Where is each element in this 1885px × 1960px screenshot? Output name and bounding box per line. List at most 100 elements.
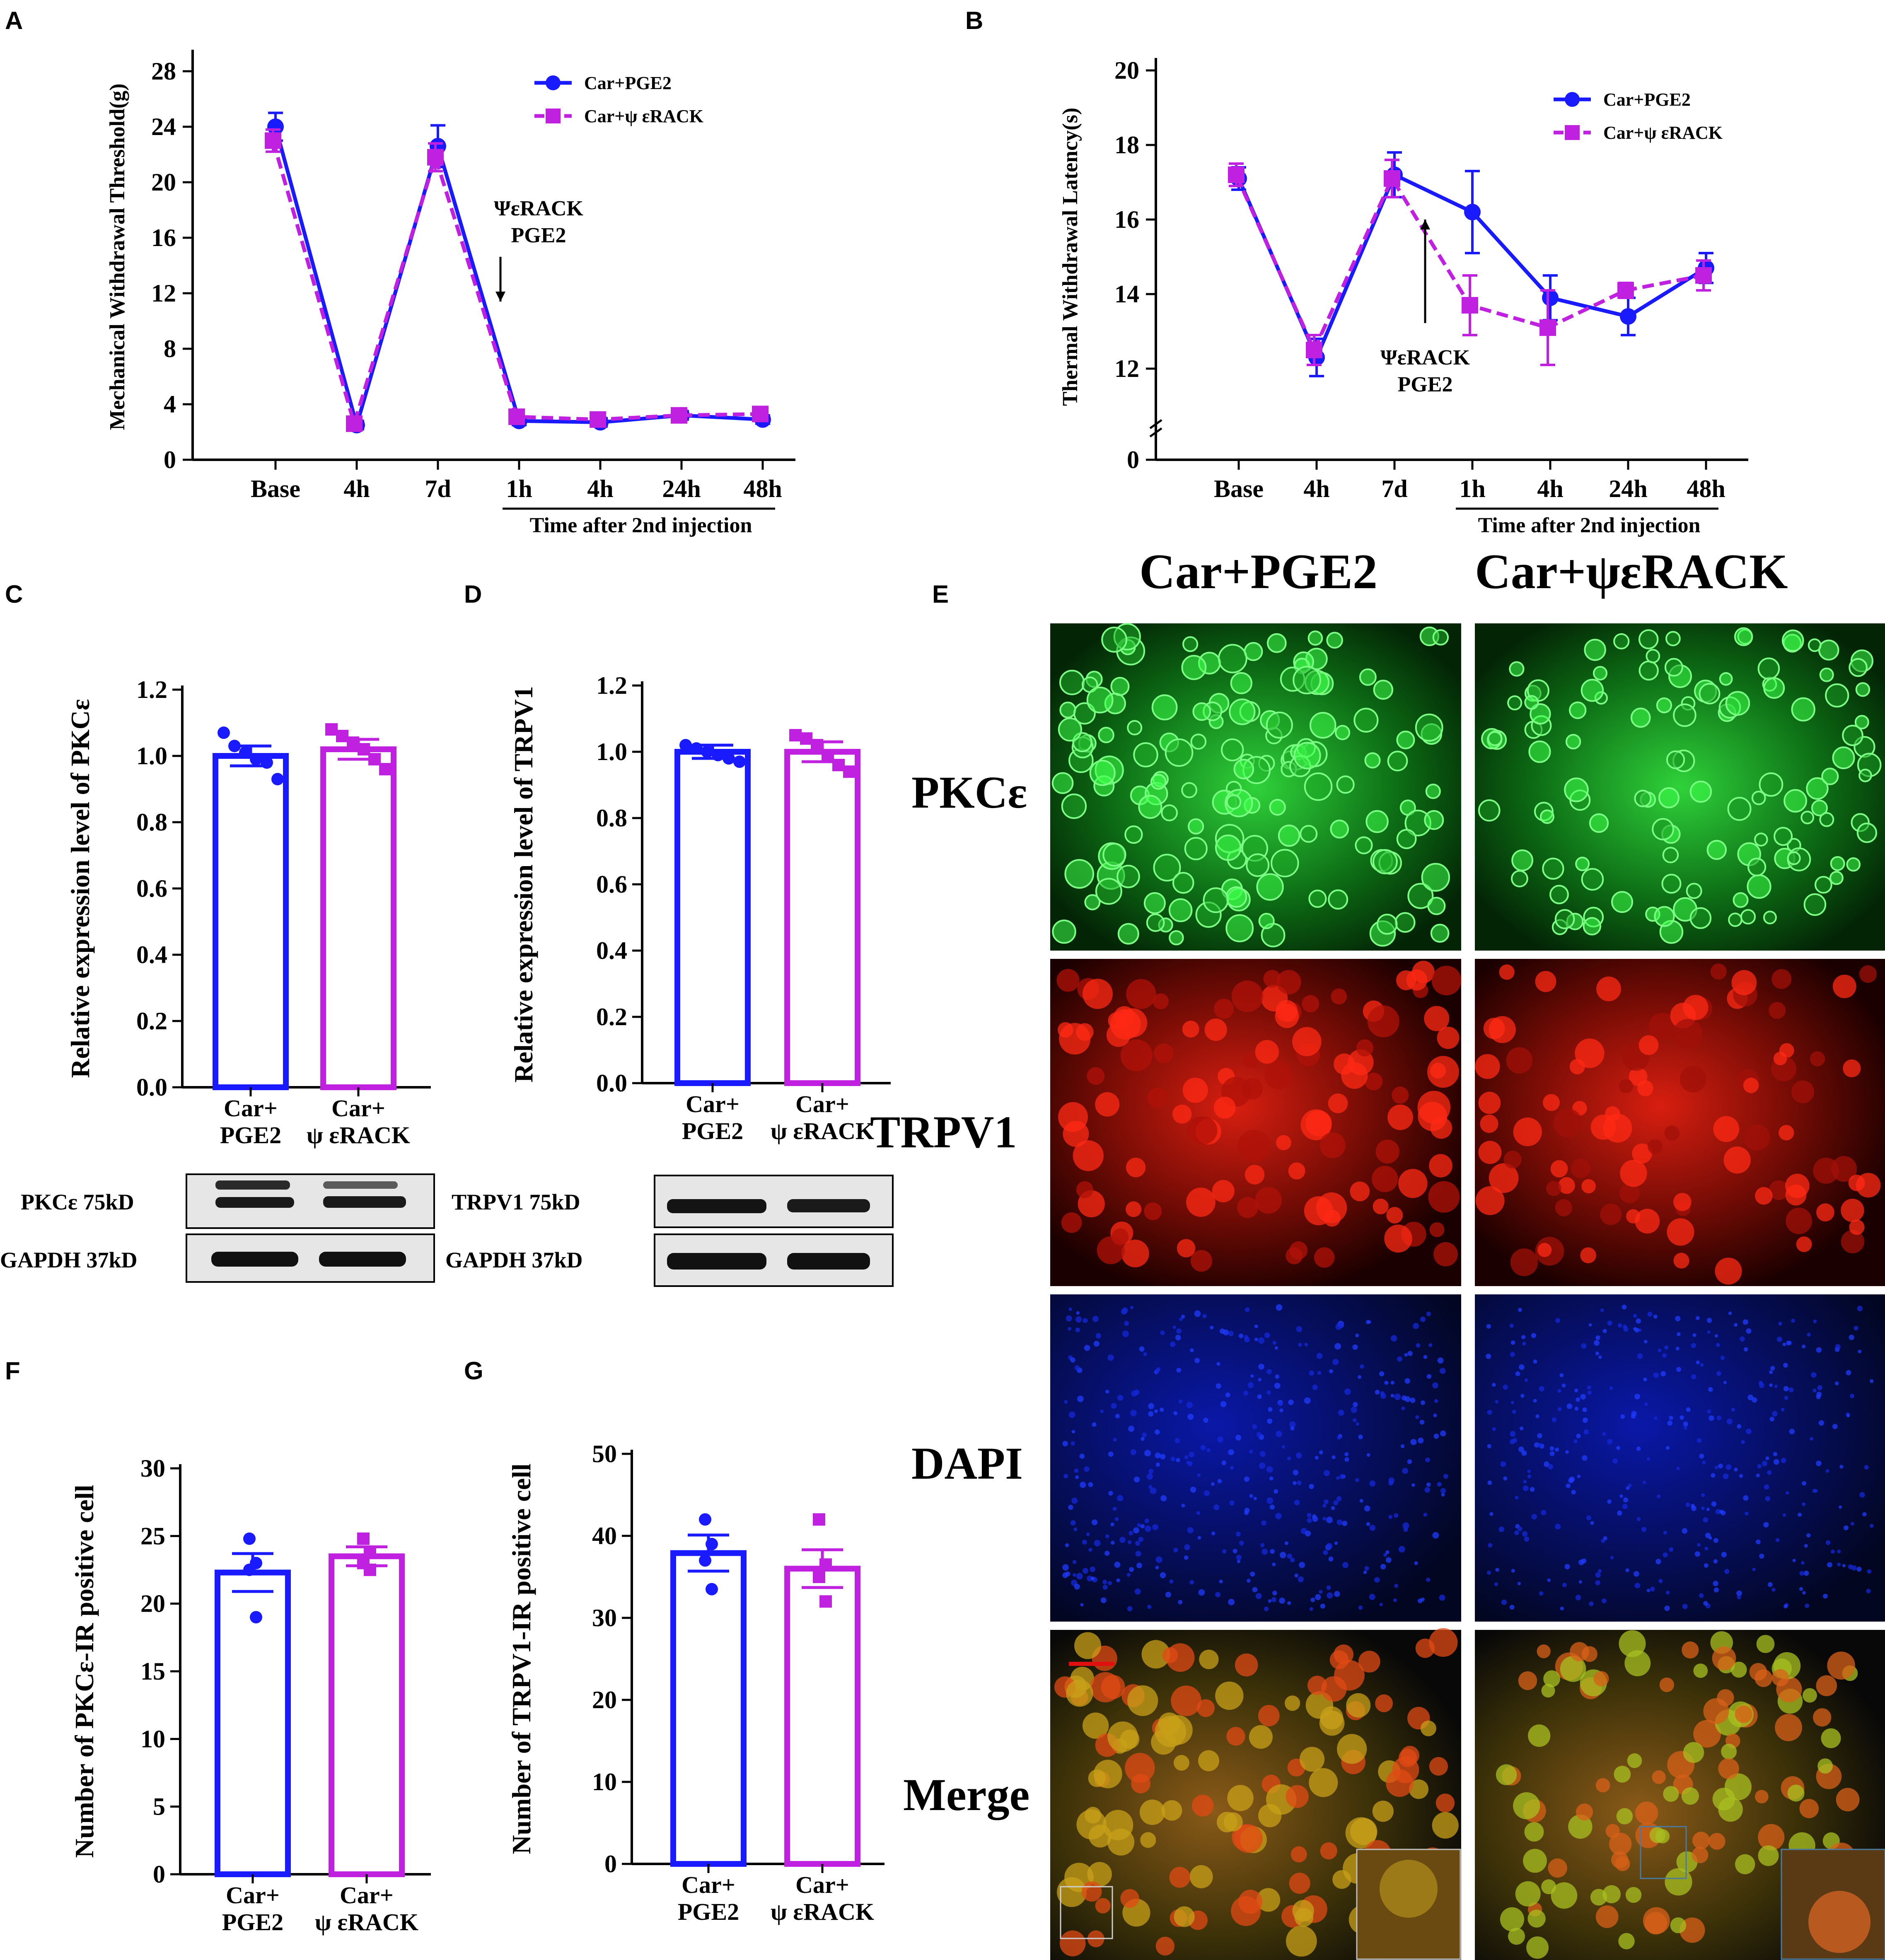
cell-mark xyxy=(1416,1343,1421,1348)
cell-mark xyxy=(1064,859,1094,889)
cell-mark xyxy=(1773,1052,1787,1065)
blot-c-top-label: PKCε 75kD xyxy=(21,1190,134,1214)
cell-mark xyxy=(1654,906,1675,927)
panel-label-c: C xyxy=(5,580,23,608)
y-tick-label: 4 xyxy=(164,391,176,418)
cell-mark xyxy=(1133,1527,1139,1534)
cell-mark xyxy=(1088,1482,1093,1487)
cell-mark xyxy=(1439,1368,1446,1374)
cell-mark xyxy=(1576,1803,1593,1821)
y-tick-label: 0.6 xyxy=(596,871,627,898)
cell-mark xyxy=(1487,1480,1492,1485)
data-point xyxy=(1617,282,1634,299)
data-point xyxy=(1539,319,1556,336)
cell-mark xyxy=(1090,1576,1095,1581)
cell-mark xyxy=(1092,1316,1099,1322)
cell-mark xyxy=(1543,1670,1561,1687)
cell-mark xyxy=(1314,1247,1335,1268)
cell-mark xyxy=(1727,797,1752,821)
inset-box-pge2-source xyxy=(1060,1886,1113,1939)
cell-mark xyxy=(1290,1426,1295,1431)
cell-mark xyxy=(1100,1410,1104,1413)
cell-mark xyxy=(1194,1358,1200,1364)
cell-mark xyxy=(1404,1378,1410,1384)
cell-mark xyxy=(1235,1434,1242,1441)
cell-mark xyxy=(1080,1603,1084,1607)
cell-mark xyxy=(1204,1019,1227,1041)
cell-mark xyxy=(1255,1593,1262,1599)
cell-mark xyxy=(1327,1592,1333,1599)
cell-mark xyxy=(1179,1317,1183,1321)
cell-mark xyxy=(1160,1330,1165,1335)
data-point xyxy=(706,1538,718,1550)
cell-mark xyxy=(1221,738,1244,762)
cell-mark xyxy=(1557,1389,1561,1393)
cell-mark xyxy=(1701,1506,1705,1510)
cell-mark xyxy=(1701,1493,1705,1497)
cell-mark xyxy=(1539,1386,1544,1392)
cell-mark xyxy=(1515,1496,1519,1500)
cell-mark xyxy=(1781,1407,1785,1412)
bar xyxy=(674,749,751,1086)
cell-mark xyxy=(1528,740,1551,763)
cell-mark xyxy=(1807,1332,1811,1337)
y-tick-label: 1.0 xyxy=(596,738,627,765)
cell-mark xyxy=(1270,1549,1275,1554)
cell-mark xyxy=(1437,1026,1460,1049)
cell-mark xyxy=(1531,1514,1537,1520)
data-point xyxy=(723,752,735,765)
y-tick-label: 20 xyxy=(1114,57,1139,84)
cell-mark xyxy=(1562,1583,1567,1587)
cell-mark xyxy=(1322,1517,1326,1521)
cell-mark xyxy=(1718,1797,1743,1822)
cell-mark xyxy=(1765,1456,1769,1460)
cell-mark xyxy=(1228,1598,1235,1605)
cell-mark xyxy=(1689,780,1712,803)
data-point xyxy=(379,763,392,775)
cell-mark xyxy=(1763,910,1777,924)
cell-mark xyxy=(1752,1567,1756,1571)
cell-mark xyxy=(1250,1374,1254,1378)
cell-mark xyxy=(1215,1681,1244,1710)
cell-mark xyxy=(1051,772,1074,794)
cell-mark xyxy=(1537,1644,1551,1658)
cell-mark xyxy=(1689,907,1712,929)
cell-mark xyxy=(1074,1632,1101,1659)
cell-mark xyxy=(1731,1407,1735,1412)
cell-mark xyxy=(1100,1597,1107,1603)
cell-mark xyxy=(1712,1646,1736,1670)
cell-mark xyxy=(1723,1473,1729,1480)
cell-mark xyxy=(1266,712,1293,739)
cell-mark xyxy=(1401,1406,1405,1410)
cell-mark xyxy=(1244,1335,1249,1340)
cell-mark xyxy=(1575,857,1590,871)
blot-c-bottom-label: GAPDH 37kD xyxy=(0,1248,138,1272)
cell-mark xyxy=(1256,1432,1262,1437)
cell-mark xyxy=(1769,1370,1773,1374)
cell-mark xyxy=(1588,1323,1592,1327)
cell-mark xyxy=(1714,1334,1718,1338)
cell-mark xyxy=(1182,636,1199,652)
cell-mark xyxy=(1064,1400,1068,1404)
cell-mark xyxy=(1478,1091,1501,1114)
cell-mark xyxy=(1356,1039,1374,1057)
cell-mark xyxy=(1664,1345,1669,1350)
cell-mark xyxy=(1160,1454,1166,1460)
cell-mark xyxy=(1252,1424,1257,1429)
cell-mark xyxy=(1220,1401,1227,1407)
cell-mark xyxy=(1359,1499,1363,1503)
cell-mark xyxy=(1390,1335,1397,1342)
cell-mark xyxy=(1326,1585,1331,1590)
cell-mark xyxy=(1597,1569,1602,1573)
cell-mark xyxy=(1673,1019,1703,1049)
bar xyxy=(784,749,860,1086)
cell-mark xyxy=(1686,883,1702,899)
cell-mark xyxy=(1817,1758,1833,1774)
cell-mark xyxy=(1487,731,1503,746)
cell-mark xyxy=(1429,1757,1448,1776)
cell-mark xyxy=(1148,1403,1154,1409)
cell-mark xyxy=(1713,1587,1719,1593)
cell-mark xyxy=(1187,1461,1193,1466)
data-point xyxy=(819,1558,832,1571)
cell-mark xyxy=(1369,1480,1376,1487)
